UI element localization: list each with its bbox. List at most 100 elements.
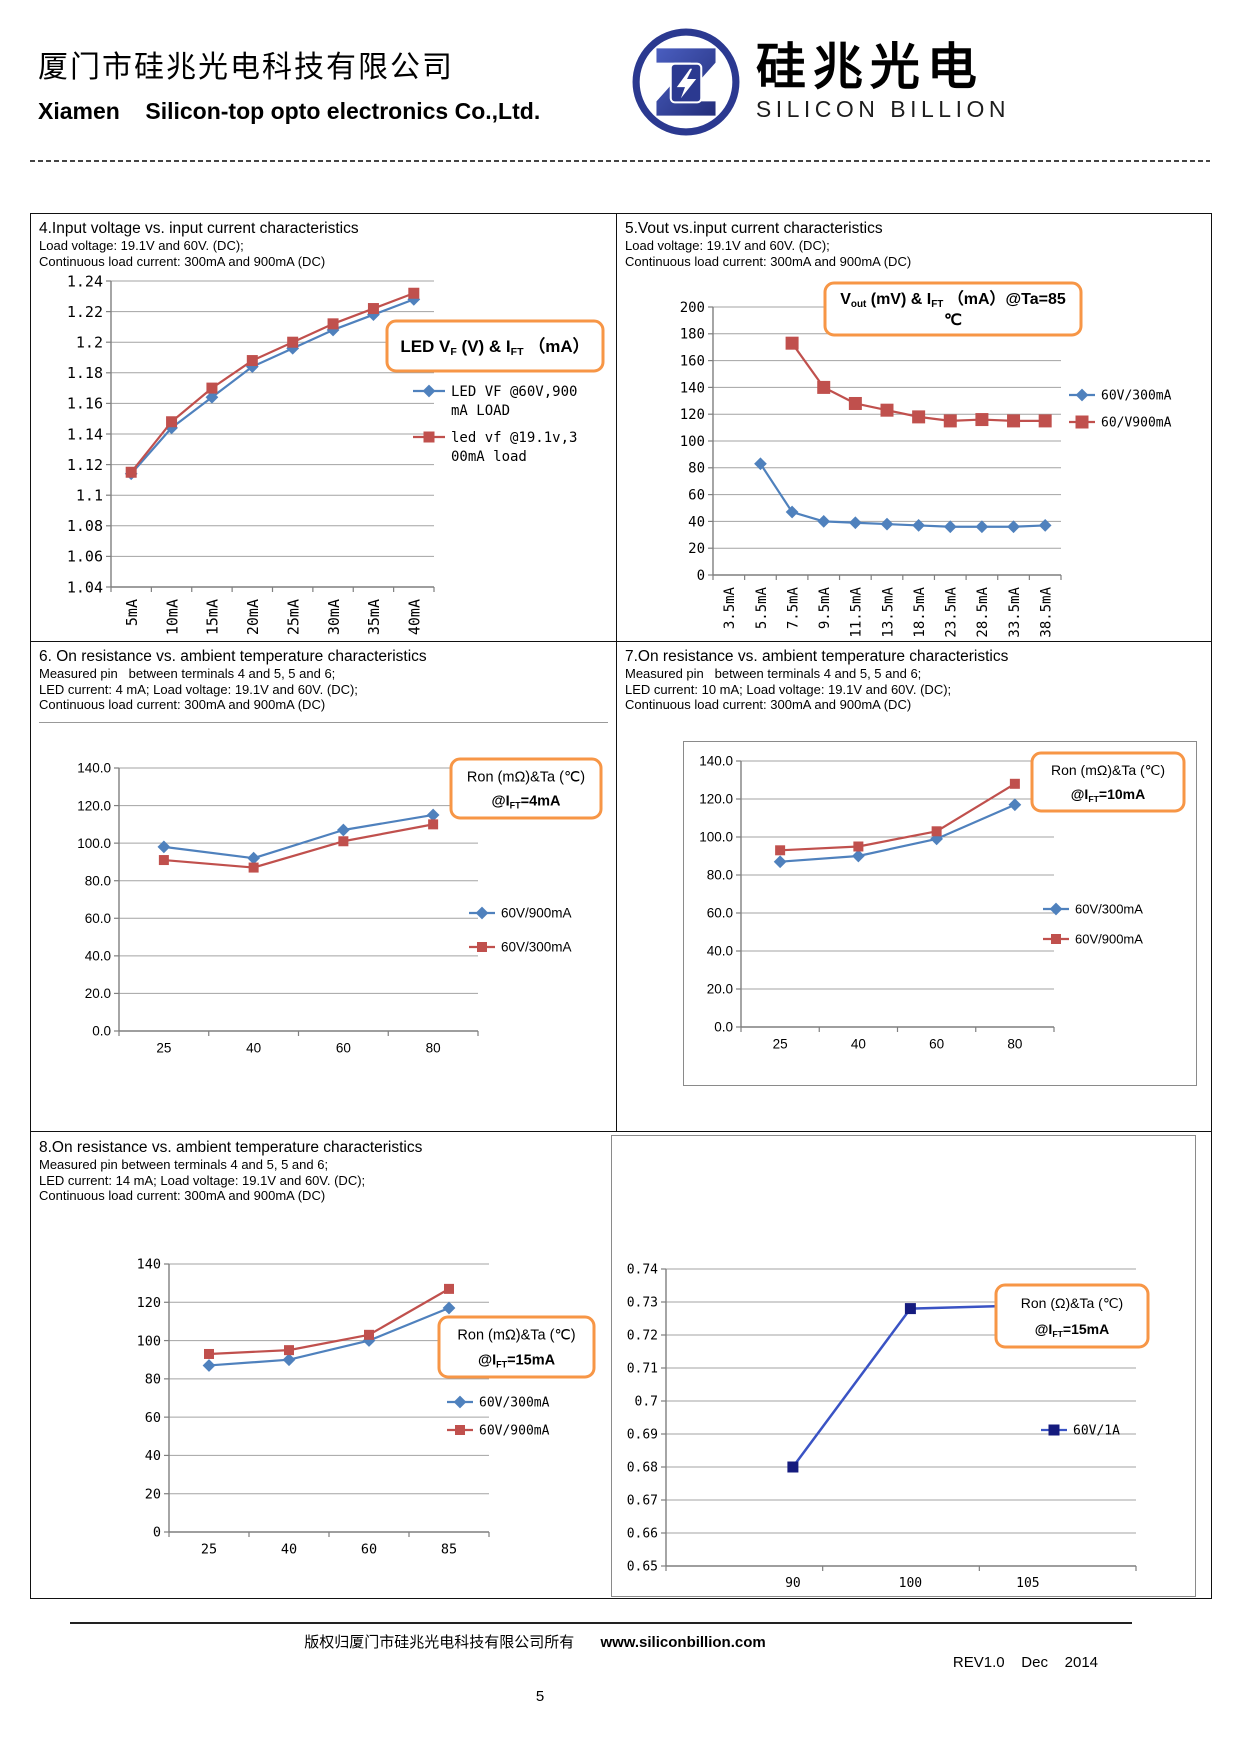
section-8-title: 8.On resistance vs. ambient temperature …: [39, 1139, 423, 1156]
chart-ron-ohm-vs-ta-15ma: 0.74 0.73 0.72 0.71 0.7 0.69 0.68 0.67 0.66 0.65 9…: [611, 1135, 1196, 1597]
section-6-title: 6. On resistance vs. ambient temperature…: [39, 648, 427, 665]
svg-text:60: 60: [688, 488, 705, 504]
svg-text:100: 100: [137, 1333, 161, 1349]
chart-led-vf-vs-ift: 1.24 1.22 1.2 1.18 1.16 1.14 1.12 1.1 1.08 1.06 1.…: [39, 272, 608, 641]
svg-text:60V/300mA: 60V/300mA: [501, 939, 572, 954]
svg-text:33.5mA: 33.5mA: [1007, 586, 1023, 637]
svg-text:200: 200: [680, 300, 705, 316]
svg-text:60V/300mA: 60V/300mA: [1101, 389, 1172, 404]
svg-text:20: 20: [688, 541, 705, 557]
svg-text:0: 0: [697, 568, 705, 584]
svg-text:38.5mA: 38.5mA: [1039, 586, 1055, 637]
svg-text:60.0: 60.0: [85, 911, 111, 926]
footer-copyright-text: 版权归厦门市硅兆光电科技有限公司所有: [304, 1634, 575, 1651]
svg-text:105: 105: [1016, 1576, 1039, 1591]
svg-text:80: 80: [1007, 1036, 1022, 1051]
svg-text:1.24: 1.24: [67, 272, 103, 290]
svg-text:LED VF @60V,900mA LOAD: LED VF @60V,900 mA LOAD: [451, 384, 577, 419]
section-8-condition-line: LED current: 14 mA; Load voltage: 19.1V …: [39, 1172, 366, 1188]
company-name-cn: 厦门市硅兆光电科技有限公司: [38, 50, 454, 85]
footer-revision: REV1.0 Dec 2014: [952, 1654, 1098, 1671]
section-5-vout: 5.Vout vs.input current characteristics …: [617, 214, 1211, 642]
svg-text:80.0: 80.0: [85, 873, 111, 888]
svg-text:40: 40: [281, 1542, 297, 1558]
svg-text:25: 25: [156, 1040, 171, 1055]
svg-text:@IFT=4mA: @IFT=4mA: [491, 793, 561, 810]
svg-text:120.0: 120.0: [699, 791, 733, 806]
section-4-condition-line: Continuous load current: 300mA and 900mA…: [39, 253, 326, 269]
svg-text:20.0: 20.0: [707, 981, 733, 996]
svg-text:60V/300mA: 60V/300mA: [479, 1396, 550, 1411]
svg-text:0: 0: [153, 1525, 161, 1541]
svg-text:1.12: 1.12: [67, 456, 103, 474]
logo-text: 硅兆光电 SILICON BILLION: [756, 41, 1010, 124]
section-6-condition-line: Continuous load current: 300mA and 900mA…: [39, 697, 326, 712]
section-4-input-voltage: 4.Input voltage vs. input current charac…: [31, 214, 617, 642]
svg-text:60V/900mA: 60V/900mA: [1075, 931, 1143, 946]
svg-text:0.0: 0.0: [92, 1023, 111, 1038]
svg-text:60V/900mA: 60V/900mA: [479, 1424, 550, 1439]
section-5-title: 5.Vout vs.input current characteristics: [625, 220, 883, 237]
svg-text:140: 140: [680, 380, 705, 396]
section-6-on-resistance: 6. On resistance vs. ambient temperature…: [31, 642, 617, 1131]
svg-text:25mA: 25mA: [284, 599, 302, 635]
svg-text:Vout (mV) & IFT （mA）@Ta=85: Vout (mV) & IFT （mA）@Ta=85: [840, 290, 1066, 310]
svg-text:60V/900mA: 60V/900mA: [501, 905, 572, 920]
svg-text:7.5mA: 7.5mA: [785, 586, 801, 629]
svg-text:120: 120: [680, 407, 705, 423]
footer-website: www.siliconbillion.com: [600, 1634, 766, 1651]
svg-text:10mA: 10mA: [163, 599, 181, 635]
section-7-condition-line: Continuous load current: 300mA and 900mA…: [625, 697, 912, 712]
svg-text:40: 40: [145, 1448, 161, 1464]
section-5-condition-line: Continuous load current: 300mA and 900mA…: [625, 253, 912, 269]
svg-text:1.2: 1.2: [76, 333, 103, 351]
svg-text:15mA: 15mA: [204, 599, 222, 635]
svg-text:Ron (mΩ)&Ta (℃): Ron (mΩ)&Ta (℃): [1051, 761, 1165, 777]
company-name-en: Xiamen Silicon-top opto electronics Co.,…: [38, 98, 541, 124]
svg-text:1.14: 1.14: [67, 425, 103, 443]
section-7-title: 7.On resistance vs. ambient temperature …: [625, 648, 1009, 665]
svg-text:35mA: 35mA: [365, 599, 383, 635]
svg-text:0.71: 0.71: [627, 1362, 658, 1377]
svg-text:85: 85: [441, 1542, 457, 1558]
svg-text:60: 60: [929, 1036, 944, 1051]
company-logo: 硅兆光电 SILICON BILLION: [630, 26, 1010, 138]
svg-text:0.7: 0.7: [635, 1395, 658, 1410]
section-8-on-resistance: 8.On resistance vs. ambient temperature …: [30, 1131, 1212, 1599]
svg-text:20.0: 20.0: [85, 986, 111, 1001]
chart-ron-vs-ta-15ma: 140 120 100 80 60 40 20 0 25 40 60 85 Ron (mΩ)&Ta (℃…: [39, 1232, 599, 1582]
svg-text:40.0: 40.0: [85, 948, 111, 963]
svg-text:60/V900mA: 60/V900mA: [1101, 416, 1172, 431]
svg-text:28.5mA: 28.5mA: [975, 586, 991, 637]
svg-text:11.5mA: 11.5mA: [849, 586, 865, 637]
svg-text:160: 160: [680, 354, 705, 370]
svg-text:60V/1A: 60V/1A: [1073, 1424, 1120, 1439]
svg-text:90: 90: [785, 1576, 801, 1591]
section-7-condition-line: LED current: 10 mA; Load voltage: 19.1V …: [625, 681, 952, 697]
svg-text:13.5mA: 13.5mA: [880, 586, 896, 637]
svg-text:Ron (Ω)&Ta (℃): Ron (Ω)&Ta (℃): [1021, 1295, 1123, 1311]
svg-text:60V/300mA: 60V/300mA: [1075, 901, 1143, 916]
svg-text:3.5mA: 3.5mA: [722, 586, 738, 629]
svg-text:@IFT=15mA: @IFT=15mA: [478, 1353, 556, 1370]
svg-text:40: 40: [688, 514, 705, 530]
svg-text:@IFT=10mA: @IFT=10mA: [1071, 785, 1145, 803]
svg-text:20: 20: [145, 1486, 161, 1502]
svg-text:0.0: 0.0: [714, 1019, 733, 1034]
svg-text:30mA: 30mA: [325, 599, 343, 635]
section-6-condition-line: Measured pin between terminals 4 and 5, …: [39, 666, 336, 681]
svg-text:Ron (mΩ)&Ta (℃): Ron (mΩ)&Ta (℃): [457, 1328, 575, 1344]
svg-text:1.16: 1.16: [67, 395, 103, 413]
svg-text:0.73: 0.73: [627, 1296, 658, 1311]
section-7-on-resistance: 7.On resistance vs. ambient temperature …: [617, 642, 1211, 1131]
section-4-condition-line: Load voltage: 19.1V and 60V. (DC);: [39, 238, 244, 253]
footer-divider: [70, 1622, 1132, 1624]
svg-text:18.5mA: 18.5mA: [912, 586, 928, 637]
header-divider: [30, 160, 1210, 162]
logo-text-en: SILICON BILLION: [755, 96, 1010, 123]
svg-text:1.1: 1.1: [76, 486, 103, 504]
svg-text:180: 180: [680, 327, 705, 343]
svg-text:20mA: 20mA: [244, 599, 262, 635]
svg-text:25: 25: [773, 1036, 788, 1051]
